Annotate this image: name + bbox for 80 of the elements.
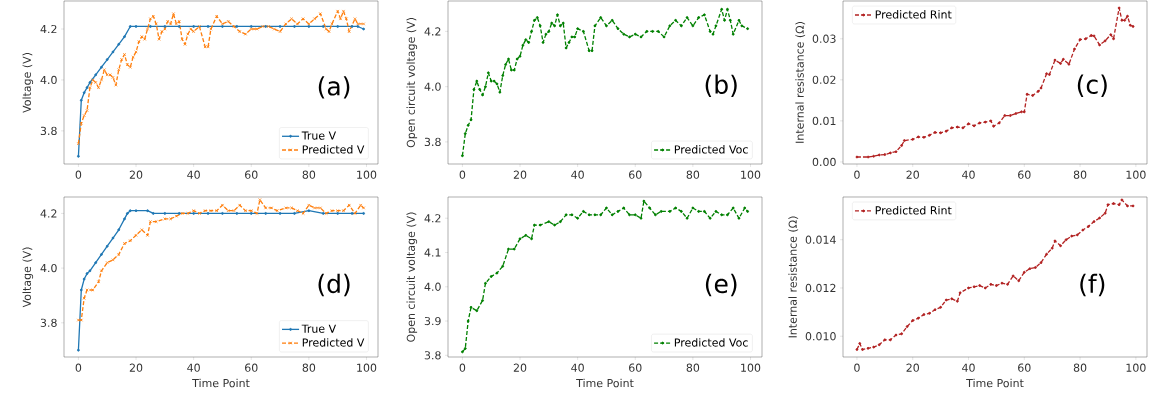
x-tick-label: 0 <box>459 170 466 179</box>
y-tick-label: 0.014 <box>805 235 836 244</box>
y-tick-label: 4.2 <box>40 24 57 34</box>
y-tick-label: 4.2 <box>40 209 57 218</box>
x-tick-label: 40 <box>571 363 584 372</box>
x-tick-label: 40 <box>187 170 200 179</box>
x-tick-label: 0 <box>75 363 82 372</box>
legend-label: Predicted Rint <box>875 10 952 19</box>
annotation: (b) <box>705 74 737 97</box>
y-tick-label: 0.012 <box>805 283 836 293</box>
legend-label: Predicted Voc <box>674 145 748 154</box>
y-axis-title: Internal resistance (Ω) <box>788 216 799 338</box>
x-tick-label: 80 <box>1073 363 1087 372</box>
annotation: (d) <box>318 273 350 297</box>
y-tick-label: 4.0 <box>424 282 441 291</box>
y-tick-label: 4.2 <box>424 27 441 36</box>
y-tick-label: 3.8 <box>40 318 57 327</box>
x-tick-label: 0 <box>459 363 466 372</box>
x-tick-label: 80 <box>302 170 316 179</box>
x-tick-label: 100 <box>357 363 377 372</box>
x-tick-label: 20 <box>129 170 143 179</box>
y-tick-label: 0.02 <box>812 75 836 84</box>
x-tick-label: 100 <box>1126 363 1146 372</box>
y-tick-label: 4.1 <box>424 248 441 257</box>
x-tick-label: 20 <box>513 363 527 372</box>
y-tick-label: 3.8 <box>424 351 441 360</box>
x-tick-label: 40 <box>962 170 975 179</box>
x-tick-label: 60 <box>1018 170 1031 179</box>
y-tick-label: 4.2 <box>424 214 441 223</box>
annotation: (a) <box>318 76 350 99</box>
legend-label: Predicted V <box>302 145 365 154</box>
legend-label: True V <box>301 131 337 140</box>
y-axis-title: Open circuit voltage (V) <box>406 18 418 148</box>
x-tick-label: 20 <box>906 170 919 179</box>
legend-label: Predicted V <box>302 338 365 347</box>
x-tick-label: 0 <box>75 170 82 179</box>
x-tick-label: 100 <box>1126 170 1146 179</box>
x-tick-label: 40 <box>187 363 200 372</box>
y-tick-label: 4.0 <box>40 75 57 85</box>
y-tick-label: 3.9 <box>424 316 441 326</box>
x-tick-label: 20 <box>513 170 527 179</box>
x-axis-title: Time Point <box>576 378 634 388</box>
y-tick-label: 3.8 <box>424 137 441 147</box>
x-tick-label: 60 <box>629 170 642 179</box>
x-tick-label: 100 <box>741 363 761 372</box>
x-tick-label: 0 <box>854 170 860 179</box>
x-axis-title: Time Point <box>192 378 250 388</box>
y-tick-label: 0.010 <box>805 332 836 341</box>
y-tick-label: 0.00 <box>812 157 836 167</box>
y-axis-title: Internal resistance (Ω) <box>795 22 806 143</box>
x-tick-label: 20 <box>906 363 919 372</box>
annotation: (f) <box>1080 273 1105 297</box>
annotation: (e) <box>705 273 737 297</box>
y-axis-title: Open circuit voltage (V) <box>406 212 418 342</box>
x-tick-label: 40 <box>962 363 975 372</box>
x-tick-label: 80 <box>686 170 700 179</box>
y-tick-label: 4.0 <box>40 263 57 273</box>
x-tick-label: 60 <box>245 170 258 179</box>
x-tick-label: 40 <box>571 170 584 179</box>
legend-label: True V <box>301 324 337 333</box>
x-tick-label: 100 <box>357 170 377 179</box>
x-tick-label: 60 <box>245 363 258 372</box>
y-tick-label: 3.8 <box>40 126 57 136</box>
x-tick-label: 100 <box>741 170 761 179</box>
x-tick-label: 60 <box>629 363 642 372</box>
y-tick-label: 4.0 <box>424 82 441 91</box>
legend-label: Predicted Rint <box>875 205 952 215</box>
x-tick-label: 20 <box>129 363 143 372</box>
x-tick-label: 80 <box>302 363 316 372</box>
y-axis-title: Voltage (V) <box>22 53 34 113</box>
y-tick-label: 0.03 <box>812 34 836 43</box>
x-tick-label: 80 <box>686 363 700 372</box>
y-tick-label: 0.01 <box>812 116 836 126</box>
x-axis-title: Time Point <box>966 378 1024 388</box>
annotation: (c) <box>1077 74 1107 97</box>
y-axis-title: Voltage (V) <box>22 247 34 308</box>
x-tick-label: 60 <box>1018 363 1031 372</box>
x-tick-label: 0 <box>854 363 860 372</box>
x-tick-label: 80 <box>1073 170 1087 179</box>
legend-label: Predicted Voc <box>674 338 748 347</box>
